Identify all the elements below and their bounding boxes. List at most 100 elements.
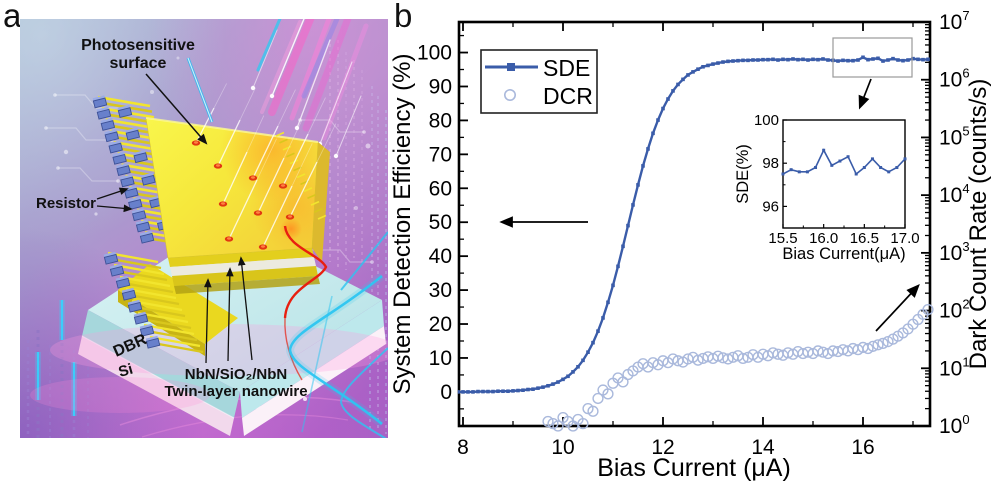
photon-dot-core (281, 184, 285, 187)
light-streak (319, 61, 353, 145)
resistor-block (103, 251, 119, 265)
sde-marker (796, 57, 800, 62)
resistor-block (112, 151, 127, 165)
legend-box (480, 49, 598, 114)
y-left-tick-label: 100 (417, 42, 452, 65)
optical-fiber (186, 57, 214, 123)
dcr-point (577, 418, 589, 430)
inset-sde-marker (797, 170, 801, 174)
photon-dot-core (227, 237, 231, 240)
sde-marker (606, 300, 610, 305)
y-right-tick-label: 102 (939, 297, 970, 323)
y-right-tick-label: 104 (939, 181, 970, 207)
resistor-block (139, 323, 155, 337)
nanowire-tooth (97, 95, 151, 108)
inset-y-tick-label: 100 (754, 112, 779, 129)
photon-dot-core (216, 164, 220, 167)
sde-marker (866, 57, 870, 62)
bokeh-dot (150, 90, 154, 94)
sde-marker (491, 389, 495, 394)
y-right-tick-label: 103 (939, 239, 970, 265)
sde-marker (841, 58, 845, 63)
sde-marker (891, 56, 895, 61)
resistor-block (139, 230, 155, 244)
y-left-axis-label: System Detection Efficiency (%) (390, 53, 416, 394)
sde-marker (536, 386, 540, 390)
dcr-point (692, 354, 704, 366)
sde-marker (921, 57, 925, 62)
nanowire-tooth (122, 281, 174, 294)
inset-sde-curve (782, 148, 906, 176)
resistor-block (133, 150, 148, 164)
nanowire-arrow-2 (226, 267, 234, 362)
dcr-point (617, 376, 629, 388)
inset-x-tick-label: 16.0 (809, 230, 838, 247)
sde-marker (511, 389, 515, 393)
sde-marker (711, 62, 715, 66)
si-label: Si (117, 361, 135, 381)
y-left-tick-label: 20 (429, 313, 452, 336)
photon-trail (217, 119, 241, 167)
dcr-point (922, 303, 934, 316)
resistor-block (115, 275, 131, 289)
y-right-tick-label: 107 (939, 8, 970, 34)
legend-dcr-marker (503, 89, 516, 102)
x-tick-label: 12 (651, 436, 674, 459)
nanowire-tooth (293, 166, 302, 172)
resistor-block (117, 105, 133, 118)
sde-marker (836, 59, 840, 63)
sde-marker (781, 57, 785, 62)
nanowire-arrow-3 (237, 256, 253, 361)
resistor-block (125, 127, 141, 141)
photosensitive-arrow (145, 73, 208, 145)
photon-trail-far (213, 83, 227, 109)
inset-sde-marker (895, 166, 899, 170)
sde-marker (701, 64, 705, 69)
sde-marker (856, 58, 860, 62)
pink-glow-band (50, 324, 388, 376)
photon-trail (282, 133, 309, 187)
sde-marker (571, 370, 575, 374)
bokeh-dot (63, 149, 69, 155)
resistor-block (120, 174, 135, 188)
light-streaks (250, 19, 369, 159)
y-left-tick-label: 30 (429, 279, 452, 302)
nanowire-tooth (275, 131, 285, 137)
nanowire-tooth (303, 187, 313, 193)
nanowire-tooth (134, 305, 186, 318)
dcr-point (552, 420, 564, 432)
y-right-tick-label: 101 (939, 354, 970, 380)
si-front-left (78, 336, 234, 436)
device-illustration: Photosensitive surface Resistor DBR Si N… (20, 19, 388, 438)
inset-sde-marker (846, 155, 850, 159)
inset-sde-marker (789, 168, 793, 172)
photosensitive-label-line2: surface (110, 55, 167, 72)
trace-dot (362, 130, 366, 134)
sde-marker (581, 358, 585, 363)
nanowire-tooth (128, 293, 180, 306)
sde-marker (756, 58, 760, 62)
sde-marker (616, 264, 620, 269)
dcr-point (767, 347, 779, 359)
dcr-point (722, 353, 734, 365)
bokeh-dot (176, 56, 180, 60)
resistor-block (121, 287, 137, 301)
resistor-block (133, 311, 149, 325)
sde-marker (601, 316, 605, 320)
sde-marker (611, 283, 615, 288)
y-left-tick-label: 0 (440, 381, 452, 404)
legend: SDE DCR (480, 49, 598, 114)
sde-marker (591, 340, 595, 345)
sde-marker (766, 57, 770, 62)
cyan-pulse-waveforms (285, 231, 388, 438)
right-axis-arrow (875, 284, 920, 332)
resistor-block (135, 219, 151, 233)
sde-marker (476, 389, 480, 394)
legend-dcr-label: DCR (543, 83, 593, 109)
sde-marker (761, 57, 765, 62)
zoom-region-box (832, 37, 913, 78)
inset-sde-marker (805, 170, 809, 174)
inset-frame (782, 119, 906, 229)
x-tick-label: 16 (851, 436, 874, 459)
sde-marker (636, 183, 640, 187)
